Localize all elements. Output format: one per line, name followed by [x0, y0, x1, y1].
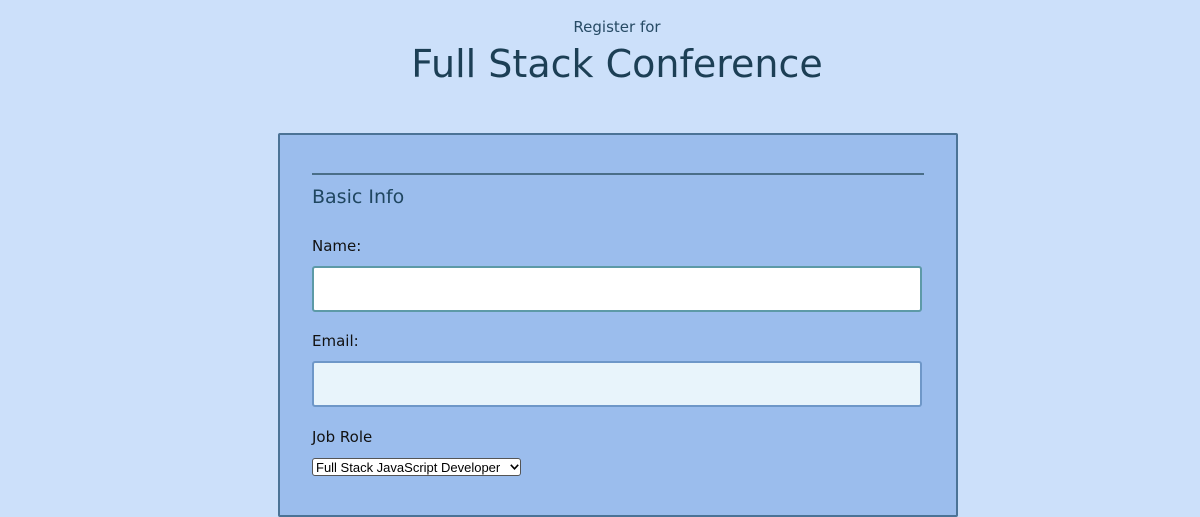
page-title: Full Stack Conference: [411, 42, 823, 86]
email-input[interactable]: [312, 361, 922, 407]
job-role-select[interactable]: Full Stack JavaScript Developer: [312, 458, 521, 476]
registration-form: Basic Info Name: Email: Job Role Full St…: [278, 133, 958, 517]
name-label: Name:: [312, 237, 362, 255]
section-title: Basic Info: [312, 186, 405, 208]
job-role-label: Job Role: [312, 428, 373, 446]
section-divider: [312, 173, 924, 175]
chevron-down-icon: [508, 459, 520, 475]
name-input[interactable]: [312, 266, 922, 312]
job-role-selected-value: Full Stack JavaScript Developer: [316, 459, 501, 475]
email-label: Email:: [312, 332, 359, 350]
page-subtitle: Register for: [573, 18, 661, 36]
